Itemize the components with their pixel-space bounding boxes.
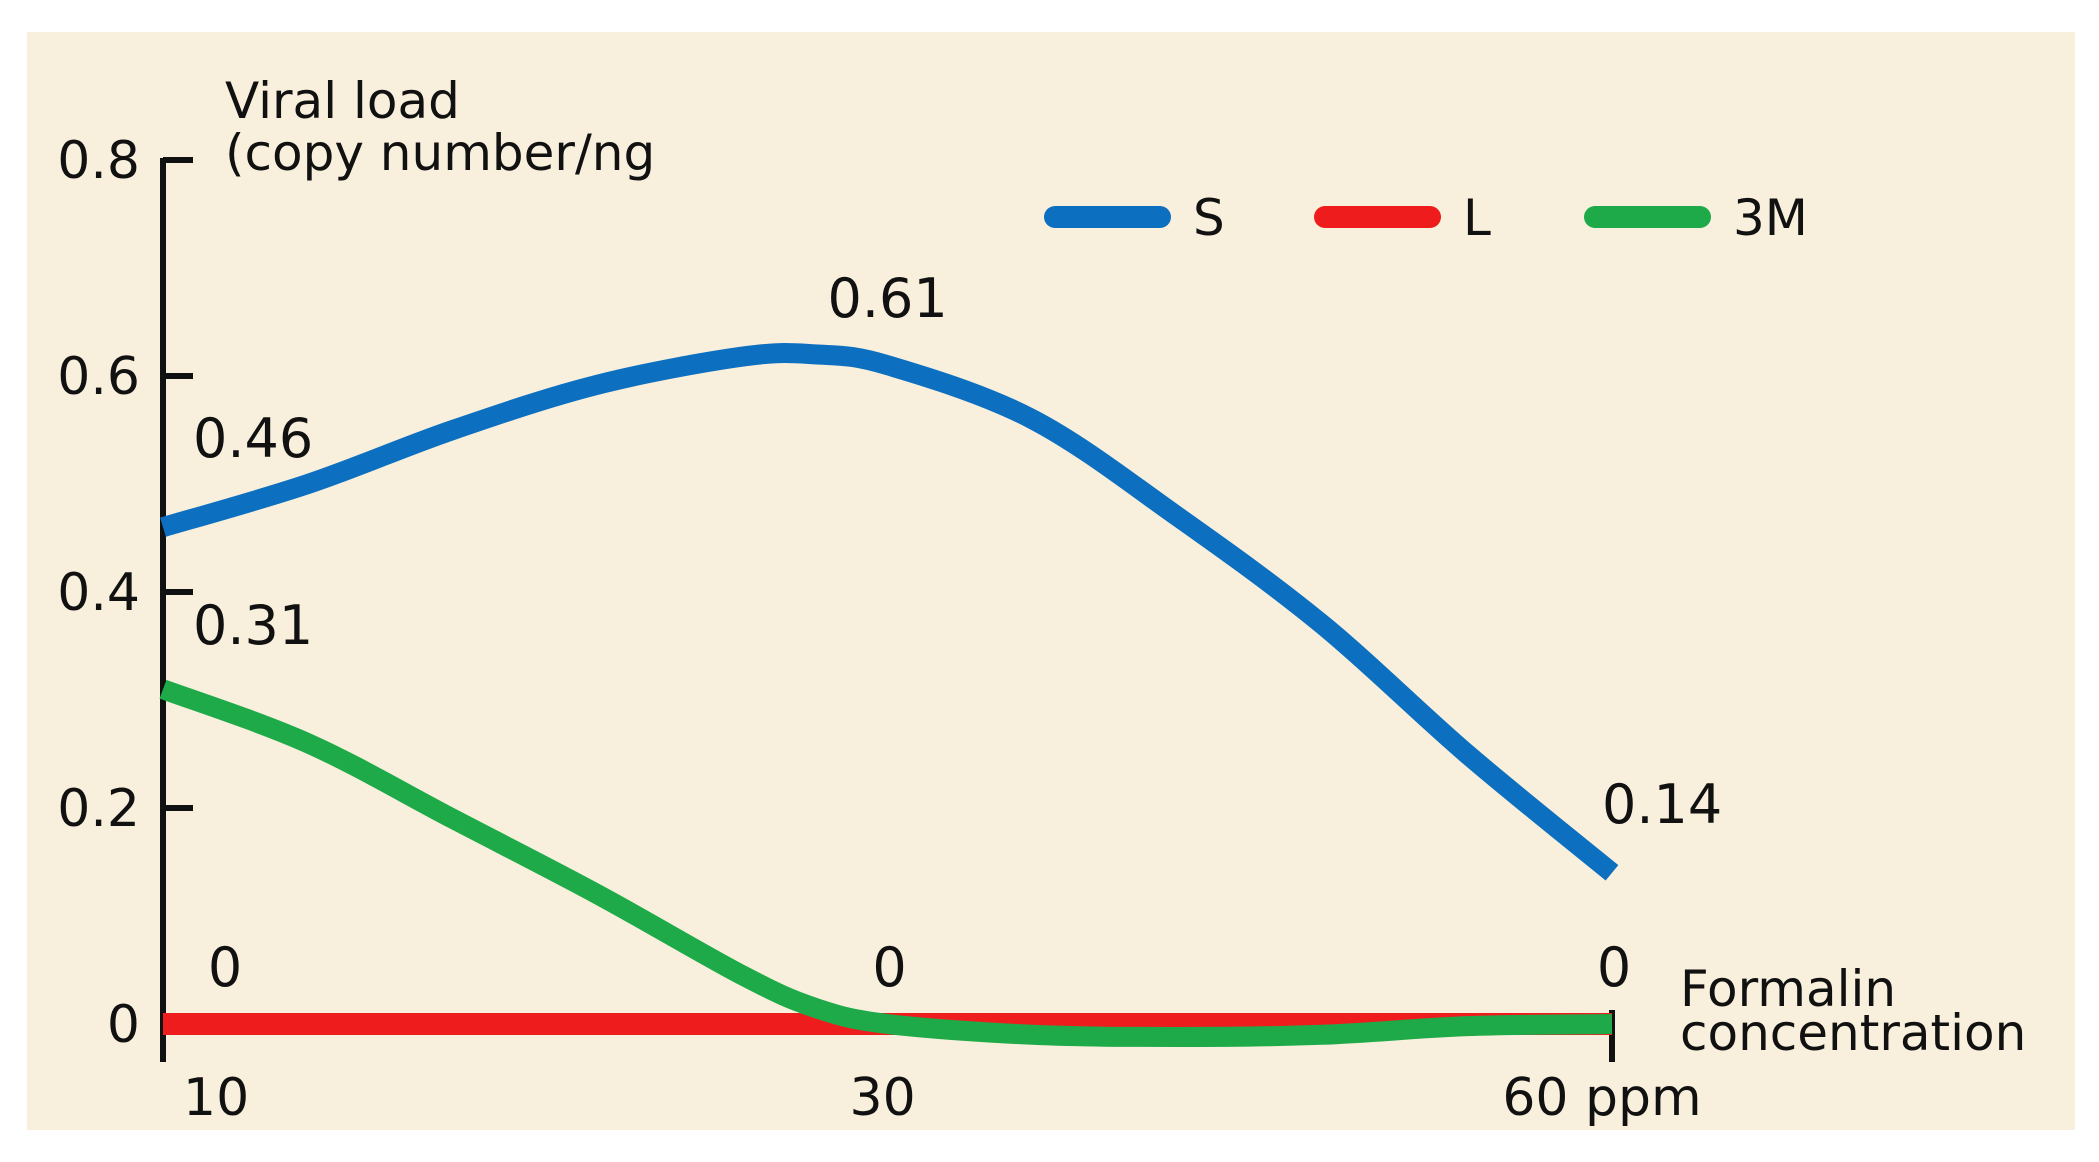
y-axis-title-line2: (copy number/ng [225, 124, 655, 182]
y-tick-label: 0.4 [57, 563, 140, 623]
data-label: 0.31 [193, 594, 313, 657]
x-axis-title-line2: concentration [1680, 1004, 2026, 1062]
y-tick-label: 0.8 [57, 131, 140, 191]
data-label: 0.46 [193, 407, 313, 470]
y-tick-label: 0.2 [57, 779, 140, 839]
y-tick-label: 0 [107, 995, 140, 1055]
data-label: 0 [208, 936, 242, 999]
data-label: 0.61 [828, 267, 948, 330]
legend-label-l: L [1463, 189, 1491, 247]
x-tick-label: 30 [850, 1068, 916, 1128]
series-line-s [160, 343, 1619, 881]
y-tick-label: 0.6 [57, 347, 140, 407]
x-axis-title-line1: Formalin [1680, 960, 1896, 1018]
y-axis-title-line1: Viral load [225, 72, 460, 130]
legend-label-s: S [1193, 189, 1225, 247]
data-label: 0.14 [1602, 773, 1722, 836]
x-tick-label: 60 ppm [1502, 1068, 1701, 1128]
legend-label-3m: 3M [1733, 189, 1808, 247]
series-line-3m [159, 679, 1613, 1047]
data-label: 0 [1597, 936, 1631, 999]
x-tick-label: 10 [183, 1068, 249, 1128]
data-label: 0 [872, 936, 906, 999]
